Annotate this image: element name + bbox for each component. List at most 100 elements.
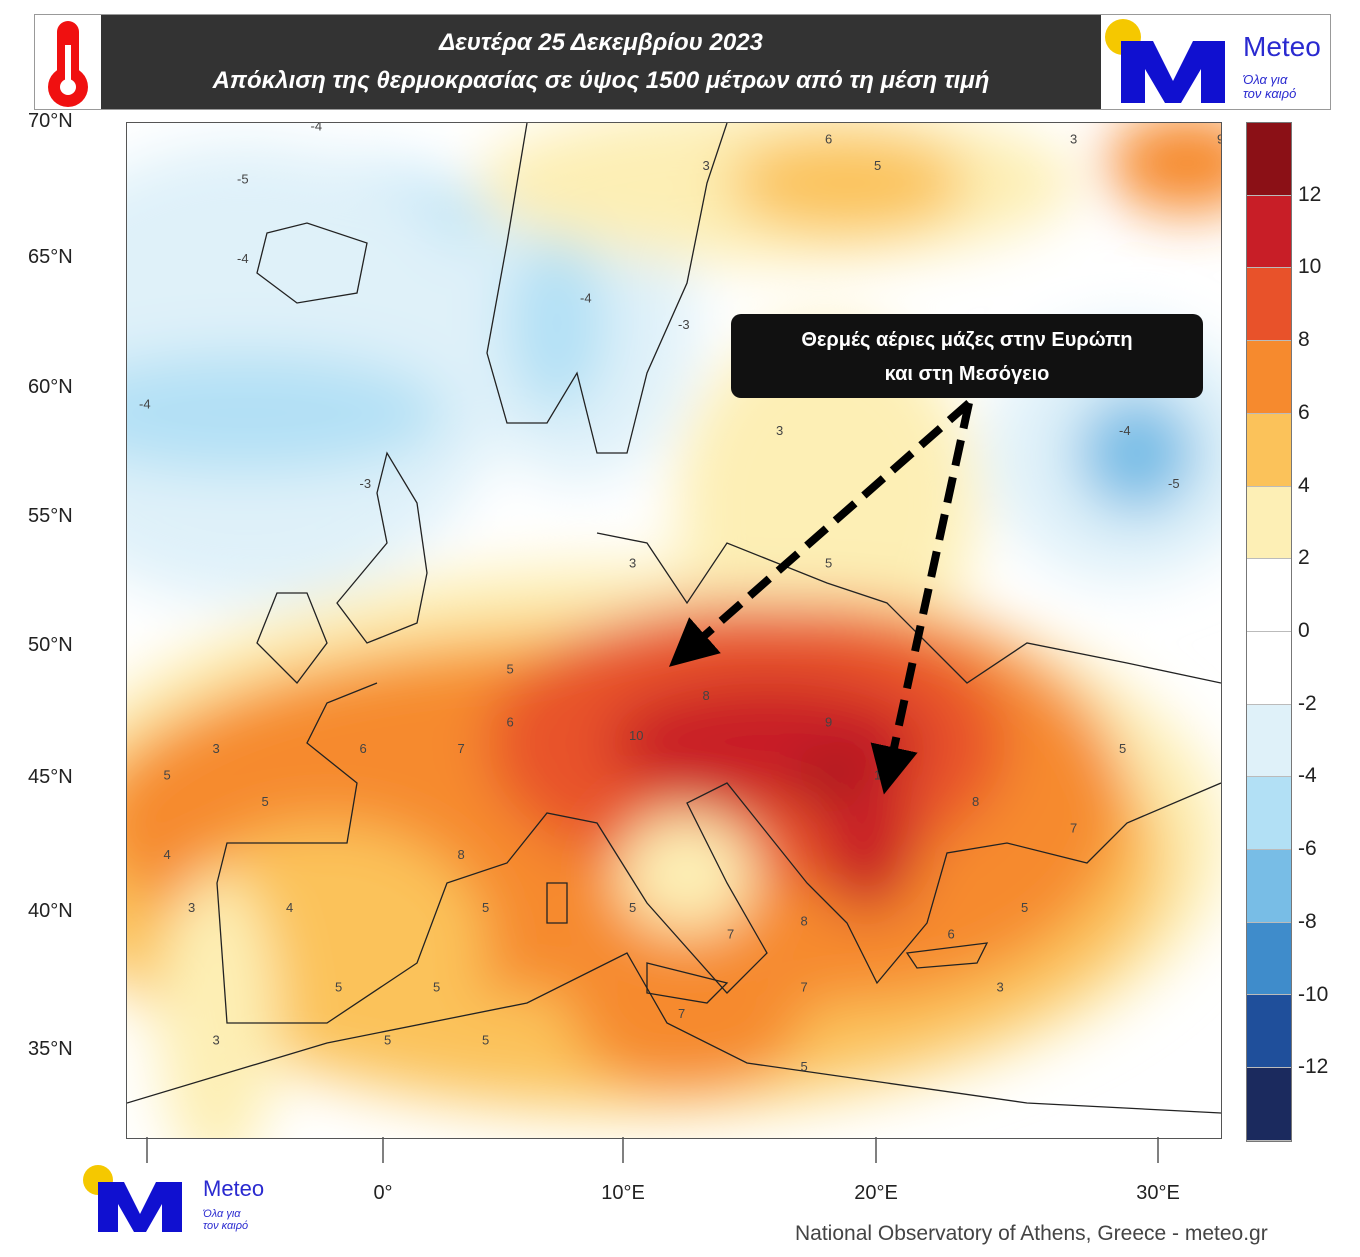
contour-label: 6 [507, 715, 514, 730]
contour-label: 4 [164, 847, 171, 862]
coastline [546, 882, 568, 924]
contour-label: -3 [360, 476, 372, 491]
contour-label: 6 [948, 927, 955, 942]
logo-tagline: Όλα για τον καιρό [1243, 73, 1296, 101]
credit-text: National Observatory of Athens, Greece -… [795, 1222, 1268, 1245]
contour-label: 5 [262, 794, 269, 809]
contour-label: 5 [433, 980, 440, 995]
callout-line: και στη Μεσόγειο [884, 363, 1050, 385]
contour-label: 5 [507, 662, 514, 677]
colorbar-label: -8 [1298, 909, 1317, 933]
contour-label: 3 [188, 900, 195, 915]
colorbar-segment [1247, 631, 1291, 705]
contour-label: 6 [360, 741, 367, 756]
contour-label: 7 [801, 980, 808, 995]
colorbar-label: -12 [1298, 1055, 1329, 1079]
anomaly-region [157, 873, 277, 1138]
contour-label: 5 [482, 900, 489, 915]
title-bar: Δευτέρα 25 Δεκεμβρίου 2023 Απόκλιση της … [101, 15, 1101, 109]
contour-label: 9 [825, 715, 832, 730]
tagline-line: τον καιρό [203, 1220, 249, 1232]
coastline [336, 451, 428, 644]
contour-label: 7 [678, 1006, 685, 1021]
coastline [905, 942, 989, 969]
colorbar-segment [1247, 850, 1291, 923]
coastline [216, 682, 1221, 1024]
colorbar-label: 2 [1298, 546, 1310, 570]
colorbar-label: -2 [1298, 691, 1317, 715]
anomaly-region [127, 353, 447, 473]
contour-label: 5 [801, 1059, 808, 1074]
colorbar-segment [1247, 413, 1291, 487]
contour-label: 7 [458, 741, 465, 756]
colorbar-segment [1247, 704, 1291, 778]
coastline [596, 532, 1221, 684]
meteo-logo-mark [1105, 19, 1225, 103]
contour-label: 5 [629, 900, 636, 915]
colorbar-label: 4 [1298, 473, 1310, 497]
contour-label: 6 [825, 132, 832, 147]
logo-name: Meteo [203, 1176, 265, 1201]
contour-label: 5 [874, 158, 881, 173]
contour-label: -4 [237, 251, 249, 266]
colorbar-segment [1247, 195, 1291, 269]
contour-label: 3 [703, 158, 710, 173]
colorbar-label: -6 [1298, 837, 1317, 861]
lon-label: 10°E [601, 1182, 645, 1204]
contour-label: 7 [727, 927, 734, 942]
contour-label: 12 [874, 768, 888, 783]
colorbar-segment [1247, 559, 1291, 632]
tagline-line: Όλα για [1243, 72, 1288, 87]
colorbar-label: 8 [1298, 328, 1310, 352]
header: Δευτέρα 25 Δεκεμβρίου 2023 Απόκλιση της … [34, 14, 1331, 110]
colorbar-segment [1247, 1068, 1291, 1141]
contour-label: 3 [213, 741, 220, 756]
lat-label: 35°N [28, 1038, 73, 1060]
callout-arrows [668, 399, 973, 795]
lon-label: 0° [373, 1182, 393, 1204]
colorbar-segment [1247, 922, 1291, 996]
contour-label: 9 [1217, 132, 1221, 147]
colorbar-segment [1247, 777, 1291, 851]
map-date: Δευτέρα 25 Δεκεμβρίου 2023 [439, 29, 763, 56]
anomaly-region [1107, 123, 1221, 213]
colorbar-label: -10 [1298, 982, 1329, 1006]
colorbar-label: 0 [1298, 619, 1310, 642]
lat-label: 40°N [28, 900, 73, 922]
contour-label: 7 [1070, 821, 1077, 836]
contour-label: 5 [482, 1033, 489, 1048]
contour-label: -4 [580, 291, 592, 306]
contour-label: 8 [972, 794, 979, 809]
temperature-anomaly-field: -4-5-4-5-4-3-5-4-3-4-4-336539-4-5-633556… [127, 123, 1221, 1138]
annotation-callout: Θερμές αέριες μάζες στην Ευρώπη και στη … [731, 314, 1203, 398]
lat-label: 55°N [28, 505, 73, 527]
coastline [486, 123, 728, 454]
contour-label: 3 [1070, 132, 1077, 147]
lon-label: 30°E [1136, 1182, 1180, 1204]
map-subtitle: Απόκλιση της θερμοκρασίας σε ύψος 1500 μ… [212, 67, 990, 94]
coastline [256, 592, 328, 684]
lat-label: 60°N [28, 376, 73, 398]
contour-label: 3 [776, 423, 783, 438]
colorbar-segment [1247, 341, 1291, 414]
lat-label: 50°N [28, 634, 73, 656]
meteo-logo: Meteo Όλα για τον καιρό [1101, 15, 1330, 109]
colorbar-label: -4 [1298, 764, 1317, 788]
contour-label: -5 [237, 171, 249, 186]
lat-label: 70°N [28, 110, 73, 132]
contour-label: -4 [311, 123, 323, 133]
contour-label: 5 [1119, 741, 1126, 756]
contour-label: 8 [458, 847, 465, 862]
contour-label: 4 [286, 900, 293, 915]
anomaly-region [567, 913, 807, 1093]
colorbar-segment [1247, 486, 1291, 560]
contour-label: 5 [335, 980, 342, 995]
contour-label: 5 [1021, 900, 1028, 915]
contour-label: 8 [801, 913, 808, 928]
meteo-logo-mark [83, 1165, 182, 1232]
lat-label: 45°N [28, 766, 73, 788]
anomaly-region [727, 133, 967, 233]
colorbar-label: 6 [1298, 400, 1310, 424]
contour-label: -5 [1168, 476, 1180, 491]
tagline-line: τον καιρό [1243, 86, 1297, 101]
